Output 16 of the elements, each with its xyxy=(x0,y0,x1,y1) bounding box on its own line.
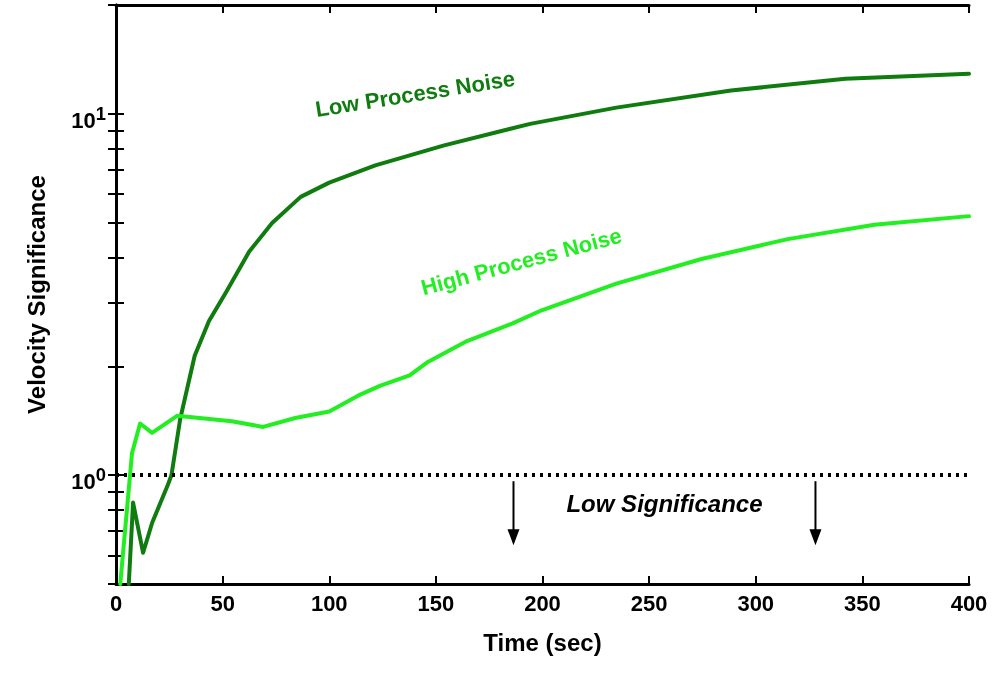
text: High Process Noise xyxy=(418,222,625,301)
x-tick-label: 100 xyxy=(310,590,348,616)
y-tick-label: 10$^{0}$ xyxy=(71,463,106,495)
text: Low Process Noise xyxy=(313,65,517,122)
x-tick-label: 250 xyxy=(630,590,668,616)
x-tick-label: 400 xyxy=(950,590,988,616)
annotation: Low Significance xyxy=(566,489,763,517)
y-axis-title: Velocity Significance xyxy=(22,175,50,414)
x-tick-label: 350 xyxy=(844,590,881,616)
x-tick-label: 0 xyxy=(109,590,123,616)
x-tick-label: 150 xyxy=(417,590,455,616)
y-tick-label: 10$^{1}$ xyxy=(71,101,106,134)
x-tick-label: 200 xyxy=(524,590,561,616)
x-tick-label: 50 xyxy=(210,590,235,616)
x-tick-label: 300 xyxy=(737,590,775,616)
x-axis-title: Time (sec) xyxy=(483,628,602,656)
